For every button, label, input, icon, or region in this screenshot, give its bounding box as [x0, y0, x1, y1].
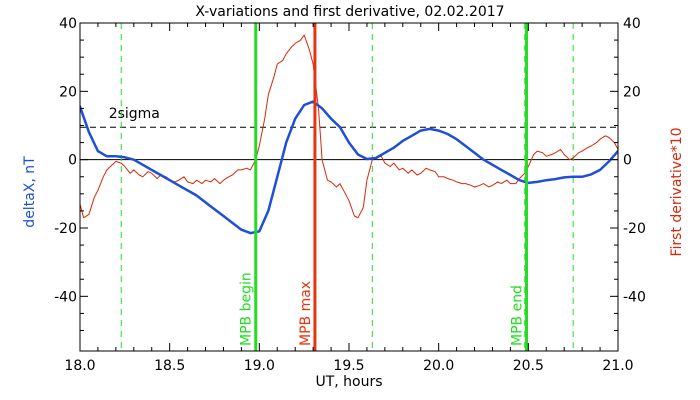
event-label: MPB end — [510, 285, 526, 346]
x-tick-label: 20.5 — [513, 358, 544, 374]
plot-frame — [79, 22, 619, 352]
x-tick-label: 20.0 — [423, 358, 454, 374]
y-tick-label-right: 0 — [623, 153, 632, 169]
y-tick-label-right: -40 — [623, 289, 646, 305]
y-tick-label-right: -20 — [623, 221, 646, 237]
chart-title: X-variations and first derivative, 02.02… — [195, 4, 504, 20]
y-axis-label-right: First derivative*10 — [669, 127, 685, 256]
y-axis-label-left: deltaX, nT — [22, 156, 38, 228]
x-tick-label: 18.0 — [64, 358, 95, 374]
event-label: MPB max — [298, 281, 314, 346]
x-tick-label: 21.0 — [602, 358, 633, 374]
x-tick-label: 19.0 — [244, 358, 275, 374]
x-tick-label: 19.5 — [333, 358, 364, 374]
x-axis-label: UT, hours — [315, 374, 382, 390]
y-tick-label-left: 20 — [59, 84, 77, 100]
event-label: MPB begin — [239, 272, 255, 346]
x-axis: 18.0 18.5 19.0 19.5 20.0 20.5 21.0 — [64, 23, 634, 374]
x-tick-label: 18.5 — [154, 358, 185, 374]
y-tick-label-left: 0 — [68, 153, 77, 169]
y-axis-right: -40 -20 0 20 40 — [610, 16, 646, 331]
y-tick-label-left: -40 — [54, 289, 77, 305]
y-tick-label-right: 40 — [623, 16, 641, 32]
series-line-derivative — [80, 34, 618, 219]
series-line-deltax — [80, 100, 618, 235]
sigma-label: 2sigma — [109, 106, 160, 122]
y-axis-left: -40 -20 0 20 40 — [54, 16, 88, 331]
y-tick-label-left: 40 — [59, 16, 77, 32]
y-tick-label-right: 20 — [623, 84, 641, 100]
plot-area: 2sigma MPB begin MPB max MPB end — [80, 23, 618, 351]
y-tick-label-left: -20 — [54, 221, 77, 237]
